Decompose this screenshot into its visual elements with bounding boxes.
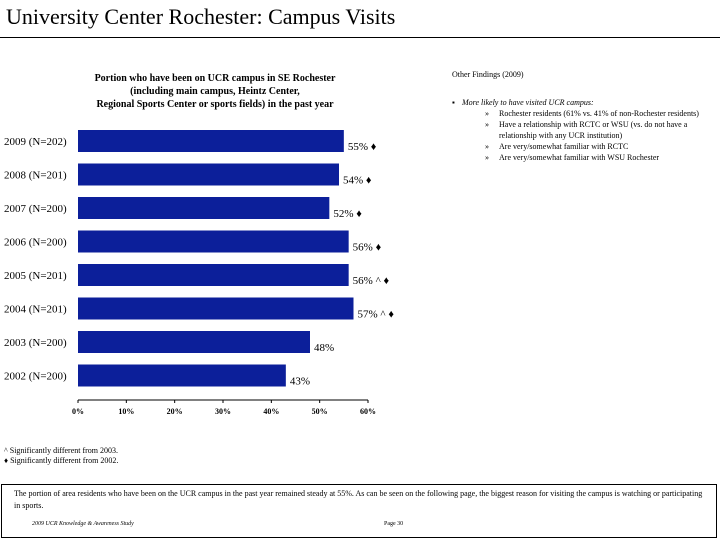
x-tick-label: 30%	[215, 407, 231, 415]
bar	[78, 130, 344, 152]
summary-text: The portion of area residents who have b…	[14, 489, 703, 510]
chart-title: Portion who have been on UCR campus in S…	[94, 73, 336, 110]
data-label: 48%	[314, 342, 334, 354]
findings-list: More likely to have visited UCR campus: …	[452, 97, 714, 163]
x-tick-label: 10%	[118, 407, 134, 415]
bar-chart: 2009 (N=202) 55% ♦ 2008 (N=201) 54% ♦ 2007 (…	[4, 130, 395, 415]
finding-item: Have a relationship with RCTC or WSU (vs…	[462, 119, 714, 141]
category-label: 2008 (N=201)	[4, 170, 67, 182]
category-label: 2009 (N=202)	[4, 136, 67, 148]
bar	[78, 163, 339, 186]
data-label: 54% ♦	[343, 175, 372, 187]
x-tick-label: 60%	[360, 407, 376, 415]
finding-item: Are very/somewhat familiar with RCTC	[462, 141, 714, 152]
title-divider	[0, 37, 720, 38]
bar	[78, 331, 310, 353]
bar	[78, 297, 354, 320]
data-label: 43%	[290, 376, 310, 388]
data-label: 52% ♦	[333, 208, 362, 220]
bar	[78, 364, 286, 387]
x-tick-label: 40%	[263, 407, 279, 415]
category-label: 2005 (N=201)	[4, 270, 67, 282]
footnotes: ^ Significantly different from 2003. ♦ S…	[4, 446, 118, 466]
data-label: 57% ^ ♦	[358, 309, 395, 321]
page-title: University Center Rochester: Campus Visi…	[6, 4, 396, 29]
x-tick-label: 50%	[312, 407, 328, 415]
footnote-2002: ♦ Significantly different from 2002.	[4, 456, 119, 465]
category-label: 2002 (N=200)	[4, 371, 67, 383]
category-label: 2003 (N=200)	[4, 337, 67, 349]
footer-page-number: Page 30	[384, 521, 404, 527]
bar	[78, 230, 349, 253]
bar	[78, 264, 349, 286]
finding-main-text: More likely to have visited UCR campus:	[462, 98, 594, 107]
category-label: 2004 (N=201)	[4, 304, 67, 316]
footer-study-name: 2009 UCR Knowledge & Awareness Study	[32, 521, 134, 527]
bar	[78, 197, 330, 219]
category-label: 2006 (N=200)	[4, 237, 67, 249]
x-tick-label: 20%	[167, 407, 183, 415]
finding-sub-list: Rochester residents (61% vs. 41% of non-…	[462, 108, 714, 163]
summary-box	[1, 484, 717, 538]
data-label: 55% ♦	[348, 141, 377, 153]
category-label: 2007 (N=200)	[4, 203, 67, 215]
finding-main: More likely to have visited UCR campus: …	[452, 97, 714, 163]
footnote-2003: ^ Significantly different from 2003.	[4, 446, 119, 455]
data-label: 56% ♦	[353, 242, 382, 254]
finding-item: Rochester residents (61% vs. 41% of non-…	[462, 108, 714, 119]
x-tick-label: 0%	[72, 407, 84, 415]
data-label: 56% ^ ♦	[353, 275, 390, 287]
findings-heading: Other Findings (2009)	[452, 70, 524, 79]
finding-item: Are very/somewhat familiar with WSU Roch…	[462, 152, 714, 163]
